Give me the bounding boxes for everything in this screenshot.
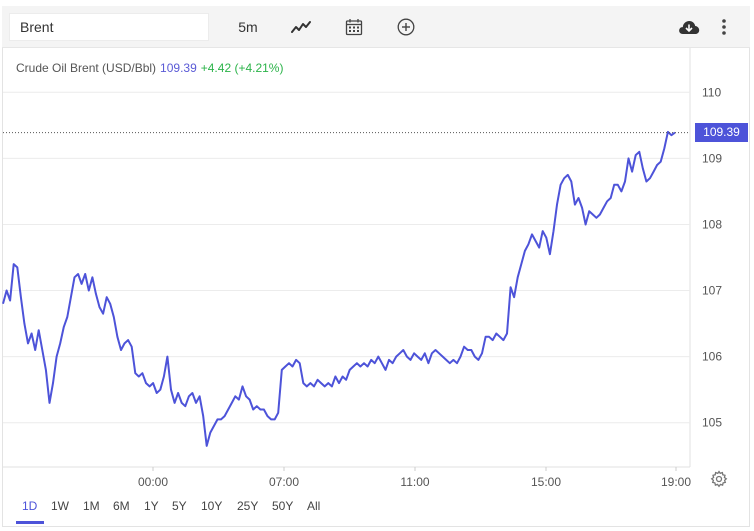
chart-legend: Crude Oil Brent (USD/Bbl) 109.39 +4.42 (… <box>16 61 283 75</box>
x-tick-label: 19:00 <box>661 475 691 488</box>
price-change: +4.42 (+4.21%) <box>200 61 284 75</box>
interval-button[interactable]: 5m <box>238 19 258 35</box>
date-range-button[interactable] <box>338 12 370 42</box>
range-button-5y[interactable]: 5Y <box>172 499 187 513</box>
range-button-1d[interactable]: 1D <box>22 499 38 513</box>
y-tick-label: 106 <box>702 350 722 364</box>
line-chart-icon <box>291 21 311 33</box>
last-price-tag: 109.39 <box>695 123 748 143</box>
x-tick-label: 07:00 <box>269 475 299 488</box>
price-chart[interactable]: 105 106 107 108 109 110 00:00 07:00 11:00 15:00 19… <box>0 42 754 488</box>
chart-widget <box>2 6 750 527</box>
add-circle-icon <box>397 18 415 36</box>
price-series-line <box>2 130 676 447</box>
range-button-50y[interactable]: 50Y <box>272 499 294 513</box>
last-price: 109.39 <box>160 61 197 75</box>
x-tick-label: 15:00 <box>531 475 561 488</box>
more-options-button[interactable] <box>712 12 736 42</box>
calendar-icon <box>345 19 363 36</box>
y-tick-label: 109 <box>702 151 722 165</box>
x-tick-label: 00:00 <box>138 475 168 488</box>
symbol-search-input[interactable] <box>9 13 209 41</box>
range-button-6m[interactable]: 6M <box>113 499 130 513</box>
range-button-1w[interactable]: 1W <box>51 499 69 513</box>
range-button-1y[interactable]: 1Y <box>144 499 159 513</box>
range-button-10y[interactable]: 10Y <box>201 499 223 513</box>
y-tick-label: 108 <box>702 217 722 231</box>
range-button-all[interactable]: All <box>307 499 321 513</box>
more-vertical-icon <box>722 19 726 35</box>
chart-toolbar: 5m <box>2 6 750 48</box>
gear-icon <box>710 470 728 488</box>
active-range-indicator <box>16 521 44 524</box>
chart-type-button[interactable] <box>284 12 318 42</box>
add-comparison-button[interactable] <box>390 12 422 42</box>
chart-settings-button[interactable] <box>710 470 728 488</box>
y-tick-label: 107 <box>702 284 722 298</box>
download-button[interactable] <box>674 12 704 42</box>
x-tick-label: 11:00 <box>400 475 429 488</box>
range-button-25y[interactable]: 25Y <box>237 499 259 513</box>
y-tick-label: 110 <box>702 85 721 99</box>
range-button-1m[interactable]: 1M <box>83 499 100 513</box>
cloud-download-icon <box>679 21 700 34</box>
instrument-name: Crude Oil Brent (USD/Bbl) <box>16 61 157 75</box>
range-selector: 1D 1W 1M 6M 1Y 5Y 10Y 25Y 50Y All <box>0 488 754 524</box>
y-tick-label: 105 <box>702 416 722 430</box>
